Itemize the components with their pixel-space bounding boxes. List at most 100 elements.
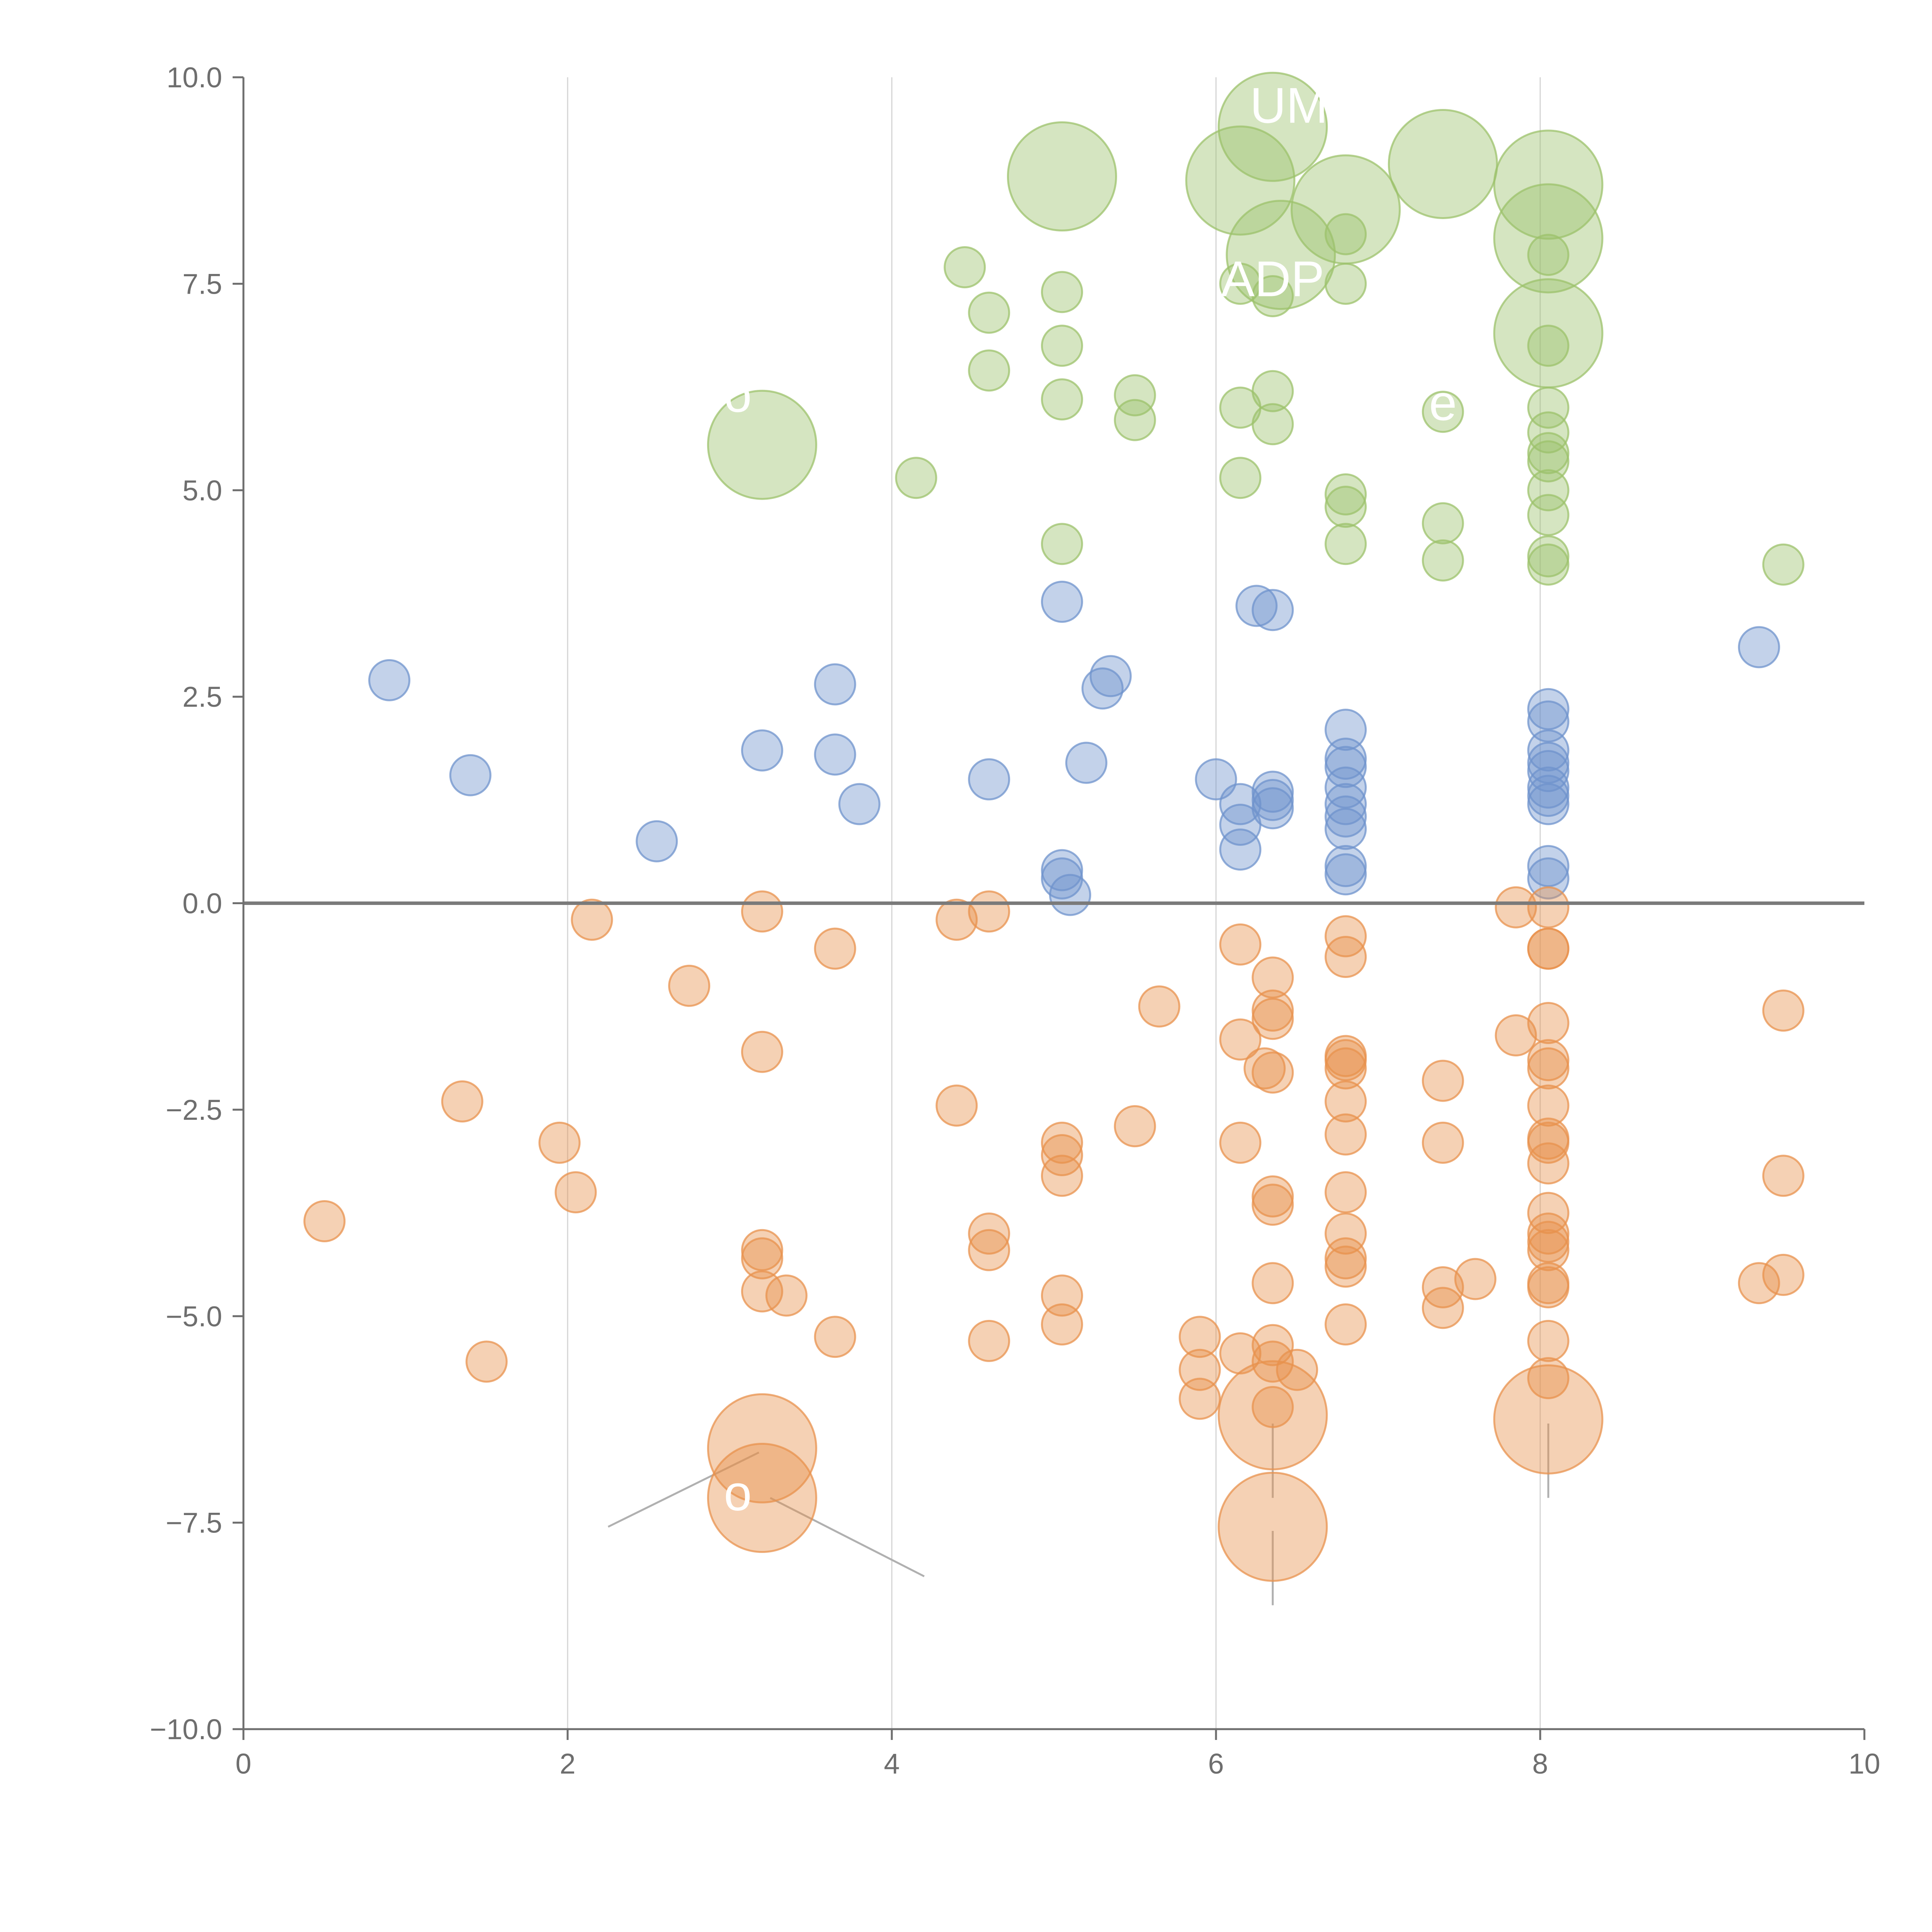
data-point-green bbox=[707, 389, 817, 500]
data-point-orange bbox=[538, 1121, 581, 1164]
data-point-orange bbox=[968, 890, 1010, 933]
data-point-green bbox=[1185, 125, 1296, 236]
data-point-orange bbox=[1252, 1262, 1294, 1304]
data-point-orange bbox=[741, 1031, 783, 1073]
data-point-blue bbox=[1738, 626, 1780, 668]
data-point-orange bbox=[1218, 1471, 1328, 1582]
data-point-blue bbox=[1049, 874, 1091, 916]
leader-line bbox=[770, 1497, 925, 1577]
data-point-green bbox=[1527, 494, 1570, 536]
data-point-orange bbox=[1219, 1121, 1262, 1164]
data-point-orange bbox=[1762, 1155, 1804, 1197]
data-point-orange bbox=[668, 964, 711, 1007]
data-point-blue bbox=[449, 754, 492, 796]
y-tick-label: −5.0 bbox=[166, 1300, 222, 1332]
data-point-green bbox=[1422, 539, 1464, 582]
data-point-green bbox=[944, 246, 986, 289]
data-point-orange bbox=[1325, 1245, 1367, 1288]
data-point-orange bbox=[1276, 1349, 1318, 1391]
data-point-blue bbox=[1041, 580, 1083, 623]
data-point-orange bbox=[1325, 1113, 1367, 1156]
data-point-blue bbox=[741, 729, 783, 772]
data-point-orange bbox=[707, 1393, 817, 1503]
data-point-orange bbox=[1325, 935, 1367, 978]
y-tick-label: 0.0 bbox=[182, 888, 222, 920]
y-tick-label: 10.0 bbox=[167, 61, 222, 94]
data-point-green bbox=[1252, 370, 1294, 412]
data-point-green bbox=[1219, 457, 1262, 499]
data-point-orange bbox=[1527, 927, 1570, 970]
x-tick-label: 0 bbox=[235, 1748, 251, 1780]
data-point-orange bbox=[441, 1080, 483, 1122]
x-tick-label: 10 bbox=[1849, 1748, 1880, 1780]
data-point-orange bbox=[1218, 1360, 1328, 1471]
data-point-orange bbox=[1527, 1357, 1570, 1400]
data-point-green bbox=[1252, 403, 1294, 446]
data-point-green bbox=[1114, 399, 1156, 441]
data-point-orange bbox=[1041, 1303, 1083, 1346]
data-point-orange bbox=[465, 1340, 508, 1383]
data-point-blue bbox=[1325, 795, 1367, 838]
y-tick-label: −10.0 bbox=[150, 1713, 222, 1745]
data-point-green bbox=[1041, 523, 1083, 565]
data-point-green bbox=[1527, 234, 1570, 276]
data-point-green bbox=[968, 291, 1010, 334]
data-point-blue bbox=[968, 758, 1010, 801]
annotation-label: e bbox=[1429, 374, 1457, 431]
x-tick-label: 2 bbox=[560, 1748, 575, 1780]
leader-line bbox=[607, 1451, 760, 1528]
data-point-blue bbox=[1325, 853, 1367, 896]
data-point-blue bbox=[1081, 667, 1124, 710]
axes: −10.0 −7.5 −5.0 −2.5 0.0 2.5 5.0 7.5 10.0 0 2 4 6 8 10 bbox=[150, 61, 1880, 1780]
annotations: UM ADP o e o bbox=[724, 77, 1457, 1521]
data-point-orange bbox=[1252, 998, 1294, 1040]
data-point-orange bbox=[1738, 1262, 1780, 1304]
data-point-orange bbox=[1527, 1266, 1570, 1308]
data-point-green bbox=[1527, 469, 1570, 512]
data-point-orange bbox=[1422, 1060, 1464, 1102]
data-point-orange bbox=[1179, 1316, 1221, 1358]
x-tick-label: 4 bbox=[884, 1748, 900, 1780]
data-point-blue bbox=[1325, 808, 1367, 850]
data-point-green bbox=[1762, 543, 1804, 586]
data-point-orange bbox=[303, 1200, 346, 1242]
data-point-orange bbox=[1325, 1080, 1367, 1122]
data-point-orange bbox=[1219, 1332, 1262, 1374]
data-point-blue bbox=[636, 820, 678, 862]
data-point-green bbox=[1422, 502, 1464, 544]
data-point-orange bbox=[1762, 1253, 1804, 1296]
data-point-blue bbox=[1527, 750, 1570, 792]
data-point-orange bbox=[1325, 1213, 1367, 1255]
data-point-orange bbox=[571, 898, 613, 941]
data-point-orange bbox=[1219, 923, 1262, 966]
data-point-orange bbox=[968, 1213, 1010, 1255]
data-point-orange bbox=[1527, 1142, 1570, 1185]
data-point-blue bbox=[1065, 742, 1107, 784]
data-point-green bbox=[968, 349, 1010, 392]
data-point-orange bbox=[1495, 886, 1537, 929]
data-point-orange bbox=[1219, 1018, 1262, 1061]
data-point-blue bbox=[1252, 589, 1294, 631]
data-point-green bbox=[1388, 109, 1498, 219]
data-point-green bbox=[1493, 183, 1604, 294]
data-point-blue bbox=[814, 733, 856, 776]
data-point-orange bbox=[1041, 1121, 1083, 1164]
data-point-green bbox=[1041, 271, 1083, 313]
annotation-label: UM bbox=[1250, 77, 1328, 134]
data-point-blue bbox=[1527, 688, 1570, 730]
data-point-green bbox=[1325, 262, 1367, 305]
y-tick-label: −2.5 bbox=[166, 1094, 222, 1126]
data-point-orange bbox=[1527, 1084, 1570, 1127]
data-point-orange bbox=[1527, 886, 1570, 929]
annotation-label: ADP bbox=[1221, 250, 1324, 307]
data-point-blue bbox=[1527, 857, 1570, 900]
data-point-blue bbox=[1235, 585, 1278, 627]
data-point-green bbox=[1252, 275, 1294, 317]
data-point-orange bbox=[1762, 989, 1804, 1032]
data-point-orange bbox=[1252, 956, 1294, 999]
data-point-green bbox=[1527, 325, 1570, 367]
data-point-orange bbox=[1252, 1386, 1294, 1428]
data-point-green bbox=[1041, 378, 1083, 421]
annotation-label: o bbox=[724, 1465, 752, 1521]
